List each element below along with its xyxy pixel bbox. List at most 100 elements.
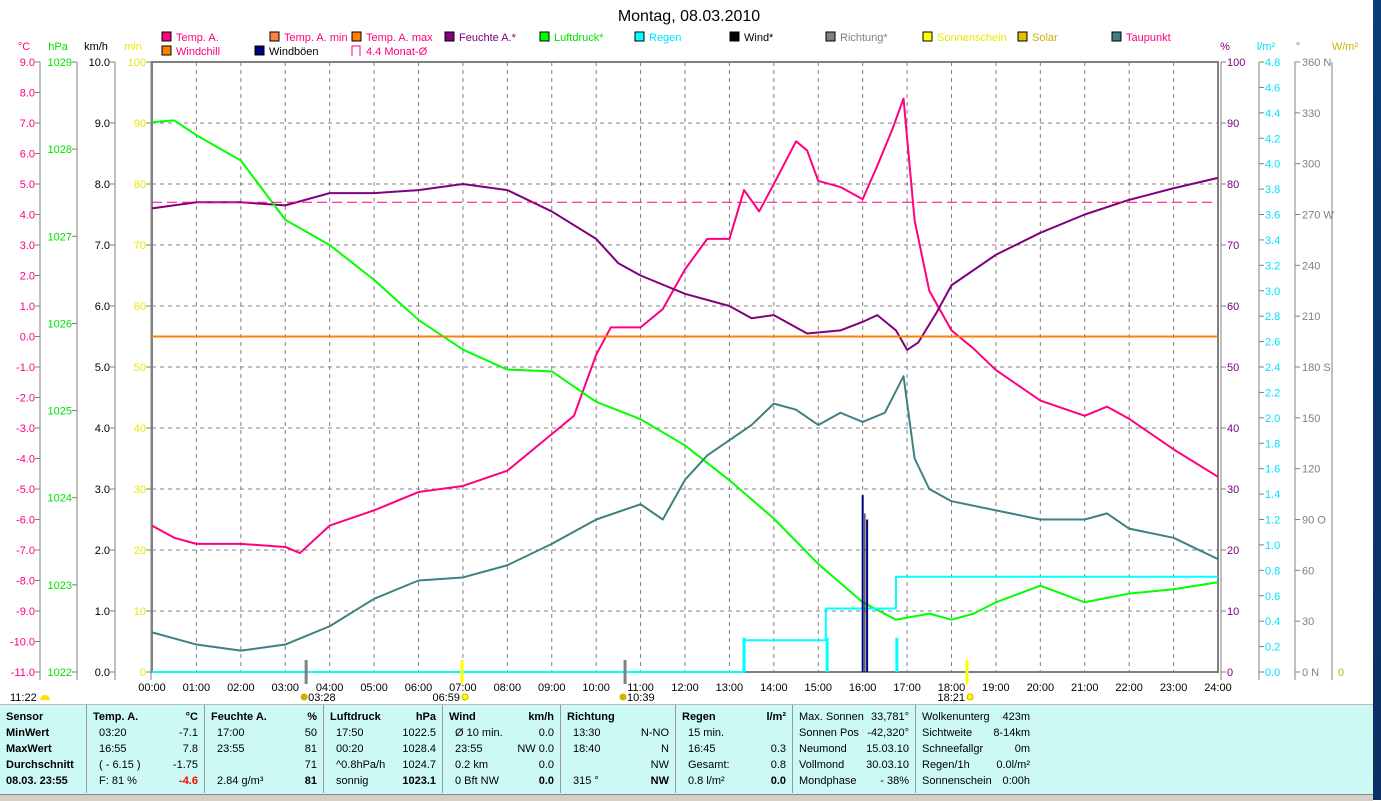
direction-tick-label: 270 W bbox=[1302, 210, 1334, 222]
misc-label: Regen/1h bbox=[922, 759, 970, 771]
sun-tick-label: 70 bbox=[134, 240, 146, 252]
desktop-background bbox=[1373, 0, 1381, 800]
x-tick-label: 08:00 bbox=[494, 682, 522, 694]
x-tick-label: 20:00 bbox=[1027, 682, 1055, 694]
sun-tick-label: 20 bbox=[134, 545, 146, 557]
sunset-icon bbox=[966, 693, 974, 701]
temp-row-value: -4.6 bbox=[179, 775, 198, 787]
rain-tick-label: 1.4 bbox=[1265, 489, 1280, 501]
label-max: MaxWert bbox=[6, 743, 52, 755]
rain-tick-label: 3.8 bbox=[1265, 184, 1280, 196]
summary-panel: Sensor MinWert MaxWert Durchschnitt 08.0… bbox=[0, 704, 1373, 795]
x-tick-label: 19:00 bbox=[982, 682, 1010, 694]
legend-swatch bbox=[539, 31, 550, 42]
direction-tick-label: 150 bbox=[1302, 413, 1320, 425]
astro-label: Max. Sonnen bbox=[799, 711, 864, 723]
dir-head: Richtung bbox=[567, 711, 615, 723]
temp-row-value: -7.1 bbox=[179, 727, 198, 739]
legend-label: Wind* bbox=[744, 32, 774, 44]
humidity-tick-label: 80 bbox=[1227, 179, 1239, 191]
legend-label: Windchill bbox=[176, 46, 220, 58]
rain-tick-label: 0.6 bbox=[1265, 591, 1280, 603]
humidity-tick-label: 0 bbox=[1227, 667, 1233, 679]
rain-unit: l/m² bbox=[766, 711, 786, 723]
direction-tick-label: 60 bbox=[1302, 565, 1314, 577]
misc-label: Schneefallgr bbox=[922, 743, 984, 755]
wind-tick-label: 5.0 bbox=[95, 362, 110, 374]
legend-swatch bbox=[1111, 31, 1122, 42]
temp-tick-label: -7.0 bbox=[16, 545, 35, 557]
rain-tick-label: 2.8 bbox=[1265, 311, 1280, 323]
humidity-tick-label: 30 bbox=[1227, 484, 1239, 496]
wind-tick-label: 3.0 bbox=[95, 484, 110, 496]
temp-tick-label: 9.0 bbox=[20, 57, 35, 69]
hum-row-value: 50 bbox=[304, 727, 317, 739]
pressure-tick-label: 1023 bbox=[48, 580, 72, 592]
press-row-label: 17:50 bbox=[336, 727, 364, 739]
direction-axis-unit: ° bbox=[1296, 41, 1300, 53]
direction-tick-label: 90 O bbox=[1302, 515, 1326, 527]
rain-row-value: 0.0 bbox=[770, 775, 786, 787]
rain-tick-label: 2.6 bbox=[1265, 337, 1280, 349]
hum-column: Feuchte A.% 17:00 50 23:55 81 71 2.84 g/m³ 81 bbox=[205, 705, 324, 793]
temp-tick-label: -3.0 bbox=[16, 423, 35, 435]
wind-head: Wind bbox=[449, 711, 476, 723]
sun-tick-label: 0 bbox=[140, 667, 146, 679]
rain-tick-label: 2.2 bbox=[1265, 387, 1280, 399]
x-tick-label: 22:00 bbox=[1115, 682, 1143, 694]
astro-value: 30.03.10 bbox=[866, 759, 909, 771]
temp-row-label: 03:20 bbox=[99, 727, 127, 739]
astro-label: Sonnen Pos bbox=[799, 727, 859, 739]
wind-tick-label: 1.0 bbox=[95, 606, 110, 618]
wind-tick-label: 4.0 bbox=[95, 423, 110, 435]
x-tick-label: 09:00 bbox=[538, 682, 566, 694]
legend-swatch bbox=[351, 31, 362, 42]
press-row-value: 1022.5 bbox=[402, 727, 436, 739]
hum-row-value: 81 bbox=[304, 775, 317, 787]
moonset-icon bbox=[619, 693, 627, 701]
rain-tick-label: 2.4 bbox=[1265, 362, 1280, 374]
rain-tick-label: 4.6 bbox=[1265, 82, 1280, 94]
wind-tick-label: 2.0 bbox=[95, 545, 110, 557]
legend-swatch bbox=[351, 45, 361, 56]
wind-row-label: 0.2 km bbox=[455, 759, 489, 771]
line-temp-a- bbox=[151, 97, 1219, 555]
astro-label: Mondphase bbox=[799, 775, 857, 787]
wind-row-value: 0.0 bbox=[538, 775, 554, 787]
temp-tick-label: 5.0 bbox=[20, 179, 35, 191]
direction-tick-label: 240 bbox=[1302, 260, 1320, 272]
wind-row-label: 23:55 bbox=[455, 743, 483, 755]
rain-tick-label: 0.8 bbox=[1265, 565, 1280, 577]
legend-swatch bbox=[161, 45, 172, 56]
x-tick-label: 13:00 bbox=[716, 682, 744, 694]
legend-swatch bbox=[825, 31, 836, 42]
rain-column: Regen l/m² 15 min. 16:45 0.3 Gesamt: 0.8 0.8 l/… bbox=[676, 705, 793, 793]
humidity-tick-label: 70 bbox=[1227, 240, 1239, 252]
dir-row-label: 315 ° bbox=[573, 775, 599, 787]
line-feuchte-a- bbox=[151, 176, 1219, 351]
rain-tick-label: 4.4 bbox=[1265, 108, 1280, 120]
press-head: Luftdruck bbox=[330, 711, 381, 723]
x-tick-label: 14:00 bbox=[760, 682, 788, 694]
temp-tick-label: 6.0 bbox=[20, 149, 35, 161]
temp-tick-label: -1.0 bbox=[16, 362, 35, 374]
misc-value: 8-14km bbox=[993, 727, 1030, 739]
wind-row-value: 0.0 bbox=[538, 759, 554, 771]
pressure-tick-label: 1025 bbox=[48, 406, 72, 418]
astro-column: Max. Sonnen 33,781° Sonnen Pos -42,320° Neum… bbox=[793, 705, 916, 793]
dir-row-label: 13:30 bbox=[573, 727, 601, 739]
legend-label: Feuchte A.* bbox=[459, 32, 517, 44]
rain-row-value: 0.3 bbox=[770, 743, 786, 755]
rain-row-label: 15 min. bbox=[688, 727, 725, 739]
temp-tick-label: 2.0 bbox=[20, 271, 35, 283]
wind-row-label: 0 Bft NW bbox=[455, 775, 500, 787]
temp-tick-label: 4.0 bbox=[20, 210, 35, 222]
chart-title: Montag, 08.03.2010 bbox=[618, 8, 760, 25]
rain-tick-label: 3.2 bbox=[1265, 260, 1280, 272]
legend-label: Solar bbox=[1032, 32, 1058, 44]
wind-tick-label: 6.0 bbox=[95, 301, 110, 313]
temp-tick-label: -4.0 bbox=[16, 454, 35, 466]
legend-label: Luftdruck* bbox=[554, 32, 604, 44]
weather-chart: Montag, 08.03.2010 Temp. A. Temp. A. min T… bbox=[10, 8, 1359, 704]
legend-label: Temp. A. bbox=[176, 32, 219, 44]
